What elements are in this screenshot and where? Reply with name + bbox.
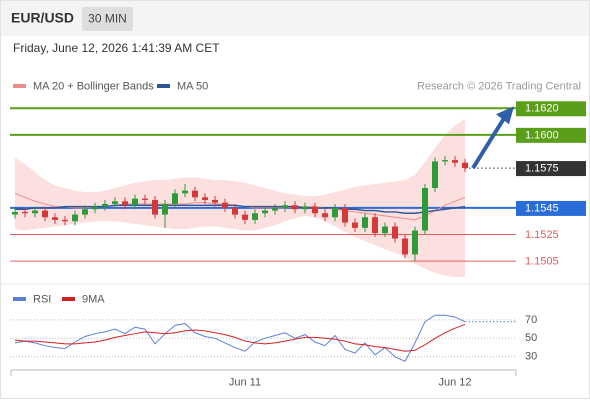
symbol: EUR/USD [11,10,74,26]
candle-body [32,210,38,214]
candle-body [342,207,348,223]
candle-body [102,203,108,207]
legend-swatch [157,84,170,88]
legend-label: 9MA [82,293,105,305]
candle-body [132,198,138,206]
arrow-head [496,106,514,125]
candle-body [62,219,68,222]
candle-body [52,217,58,220]
candle-body [402,238,408,255]
candle-body [292,205,298,210]
candle-body [152,199,158,215]
x-tick-label: Jun 11 [229,376,261,388]
legend-label: RSI [33,293,51,305]
bollinger-band [15,118,465,278]
candle-body [202,197,208,200]
source-label: Research © 2026 Trading Central [417,80,581,92]
legend-swatch [13,84,26,88]
candle-body [432,161,438,188]
legend-label: MA 50 [177,80,208,92]
candle-body [452,160,458,163]
moving-average [15,204,466,214]
candle-body [272,207,278,211]
candle-body [282,205,288,208]
legend-swatch [62,297,75,301]
candle-body [312,206,318,214]
y-tick-label: 50 [525,332,537,344]
interval-badge[interactable] [82,7,133,31]
level-label: 1.1505 [525,255,559,267]
candle-body [322,213,328,218]
candle-body [362,217,368,228]
candle-body [442,160,448,162]
candle-body [422,188,428,231]
candle-body [112,201,118,204]
candle-body [262,210,268,214]
target-arrow [471,117,506,170]
candle-body [162,203,168,215]
level-label: 1.1525 [525,229,559,241]
level-label: 1.1600 [525,129,559,141]
level-badge [516,127,586,143]
level-label: 1.1545 [525,202,559,214]
candle-body [82,209,88,215]
level-badge [516,200,586,216]
level-label: 1.1575 [525,162,559,174]
candle-body [332,207,338,218]
candle-body [412,230,418,255]
candle-body [352,222,358,228]
timestamp: Friday, June 12, 2026 1:41:39 AM CET [13,41,220,55]
level-badge [516,101,586,117]
candle-body [232,207,238,215]
candle-body [392,226,398,239]
rsi-line [14,314,466,363]
y-tick-label: 70 [525,314,537,326]
candle-body [382,226,388,234]
candle-body [42,210,48,218]
level-label: 1.1620 [525,103,559,115]
candle-body [302,206,308,210]
candle-body [242,214,248,220]
y-tick-label: 30 [525,351,537,363]
candle-body [172,193,178,204]
candle-body [142,198,148,200]
candle-body [122,201,128,206]
candle-body [462,162,468,169]
candle-body [212,199,218,203]
interval: 30 MIN [88,12,127,26]
x-tick-label: Jun 12 [438,376,471,388]
candle-body [22,211,28,214]
candle-body [192,190,198,198]
candle-body [252,213,258,220]
rsi-line [14,323,466,352]
level-badge [516,161,586,177]
candle-body [222,202,228,208]
legend-label: MA 20 + Bollinger Bands [33,80,154,92]
candle-body [72,214,78,222]
candle-body [12,211,18,215]
candle-body [92,206,98,210]
candle-body [182,190,188,194]
legend-swatch [13,297,26,301]
candle-body [372,217,378,234]
